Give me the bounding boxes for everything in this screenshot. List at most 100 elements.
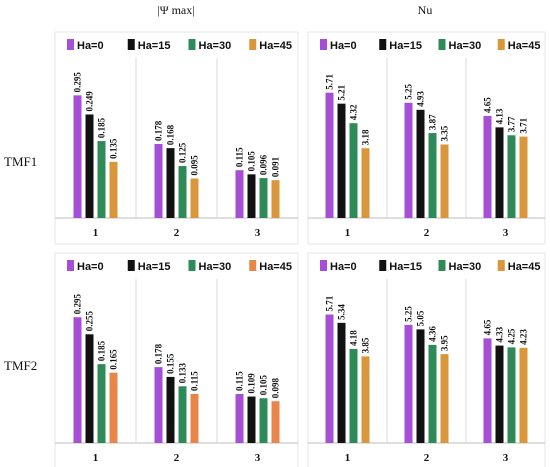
bar <box>416 329 425 443</box>
data-label: 0.096 <box>259 154 269 175</box>
bar <box>507 347 516 443</box>
legend-swatch <box>320 260 327 271</box>
data-label: 3.85 <box>361 337 371 353</box>
bar <box>154 367 163 443</box>
psi-max-header: |Ψ max| <box>157 3 194 17</box>
bar <box>349 348 358 443</box>
legend-swatch <box>497 260 505 271</box>
data-label: 0.155 <box>166 353 176 374</box>
legend-label: Ha=45 <box>259 40 292 52</box>
data-label: 0.168 <box>166 124 176 145</box>
bar <box>361 148 370 218</box>
bar <box>73 95 82 218</box>
legend: Ha=0 Ha=15 Ha=30 Ha=45 <box>320 39 540 52</box>
legend-swatch <box>249 39 257 50</box>
data-label: 5.71 <box>325 73 335 89</box>
nu-header: Nu <box>418 3 433 17</box>
data-label: 0.098 <box>271 377 281 398</box>
bar <box>416 109 425 218</box>
category-tick-label: 2 <box>174 227 180 239</box>
bar <box>109 161 118 218</box>
data-label: 0.178 <box>154 343 164 364</box>
data-label: 4.65 <box>483 97 493 113</box>
bar <box>483 338 492 443</box>
data-label: 0.255 <box>85 311 95 332</box>
legend-swatch <box>67 260 74 271</box>
data-label: 0.135 <box>109 138 119 159</box>
data-label: 4.36 <box>428 326 438 342</box>
bar <box>247 396 256 443</box>
row-label-tmf2: TMF2 <box>4 358 37 373</box>
bar <box>507 135 516 218</box>
data-label: 3.35 <box>440 125 450 141</box>
bar <box>483 115 492 218</box>
legend-label: Ha=30 <box>449 261 482 273</box>
bar <box>178 386 187 443</box>
bar <box>428 133 437 218</box>
bar <box>519 136 528 218</box>
data-label: 3.87 <box>428 114 438 130</box>
data-label: 0.109 <box>247 373 257 394</box>
category-tick-label: 3 <box>255 227 261 239</box>
bar <box>428 344 437 443</box>
legend-label: Ha=15 <box>138 261 171 273</box>
legend-swatch <box>188 260 196 271</box>
data-label: 4.13 <box>495 108 505 124</box>
legend-swatch <box>67 39 74 50</box>
bar <box>495 345 504 443</box>
bar <box>247 174 256 218</box>
legend: Ha=0 Ha=15 Ha=30 Ha=45 <box>67 260 292 273</box>
legend-label: Ha=30 <box>199 40 232 52</box>
bar <box>190 393 199 443</box>
plot-frame <box>54 252 299 467</box>
legend-swatch <box>127 39 135 50</box>
legend-swatch <box>320 39 327 50</box>
category-tick-label: 1 <box>345 227 351 239</box>
data-label: 0.178 <box>154 120 164 141</box>
bar <box>235 393 244 443</box>
bar <box>404 324 413 443</box>
data-label: 5.34 <box>337 304 347 320</box>
data-label: 4.23 <box>519 329 529 345</box>
legend-swatch <box>379 39 387 50</box>
data-label: 0.133 <box>178 363 188 384</box>
legend-swatch <box>497 39 505 50</box>
category-tick-label: 2 <box>174 452 180 464</box>
bar <box>154 143 163 218</box>
data-label: 5.25 <box>404 306 414 322</box>
bar <box>440 354 449 443</box>
bar <box>271 180 280 218</box>
bar <box>337 322 346 443</box>
data-label: 0.115 <box>235 371 245 391</box>
data-label: 0.095 <box>190 155 200 176</box>
data-label: 3.95 <box>440 335 450 351</box>
data-label: 4.93 <box>416 91 426 107</box>
legend-swatch <box>438 39 446 50</box>
data-label: 0.091 <box>271 156 281 177</box>
bar <box>495 127 504 218</box>
data-label: 5.21 <box>337 84 347 100</box>
legend: Ha=0 Ha=15 Ha=30 Ha=45 <box>320 260 540 273</box>
bar <box>235 170 244 218</box>
data-label: 0.115 <box>235 147 245 167</box>
legend-label: Ha=45 <box>508 261 541 273</box>
data-label: 0.125 <box>178 142 188 163</box>
bar <box>178 166 187 218</box>
bar <box>109 372 118 443</box>
chart-panel-nu_tmf2: Ha=0 Ha=15 Ha=30 Ha=45 5.715.344.18 3.85 1 5.25… <box>307 252 546 467</box>
category-tick-label: 3 <box>503 452 509 464</box>
legend-label: Ha=0 <box>330 40 357 52</box>
legend-label: Ha=0 <box>77 261 104 273</box>
data-label: 3.77 <box>507 116 517 132</box>
data-label: 0.105 <box>247 151 257 172</box>
bar <box>73 317 82 443</box>
row-label-tmf1: TMF1 <box>4 154 37 169</box>
category-tick-label: 2 <box>424 227 430 239</box>
legend-label: Ha=30 <box>199 261 232 273</box>
bar <box>97 364 106 443</box>
legend-label: Ha=15 <box>138 40 171 52</box>
category-tick-label: 3 <box>503 227 509 239</box>
bar <box>337 103 346 218</box>
